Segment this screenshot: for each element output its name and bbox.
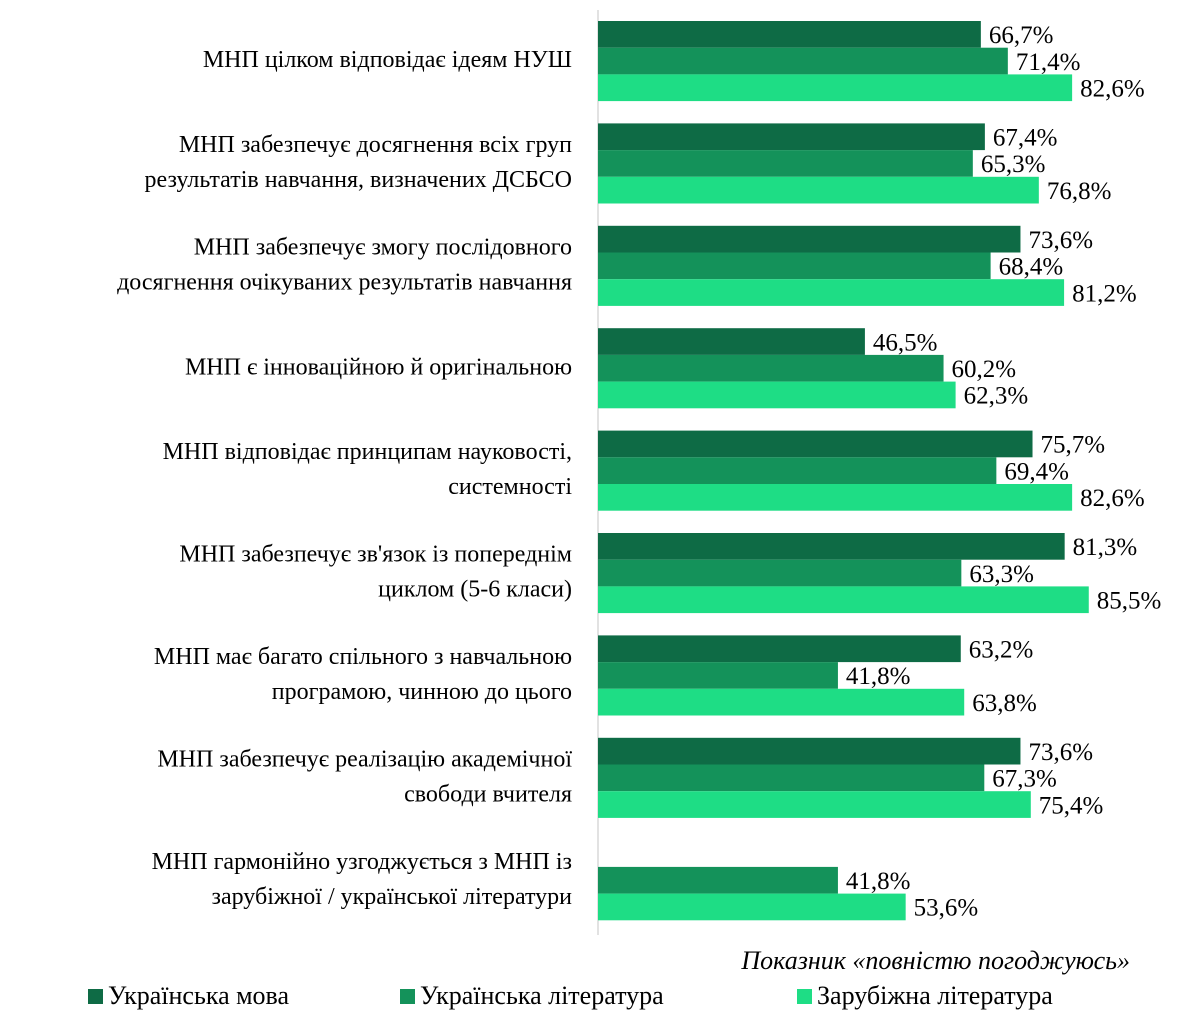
bar (598, 150, 973, 177)
data-label: 67,4% (993, 124, 1058, 151)
data-label: 63,8% (972, 690, 1037, 717)
category-label: МНП відповідає принципам науковості, сист… (163, 439, 573, 500)
data-label: 69,4% (1004, 458, 1069, 485)
data-label: 41,8% (846, 663, 911, 690)
category-label: МНП забезпечує зв'язок із попереднім цикл… (179, 541, 572, 602)
bar (598, 893, 906, 921)
data-label: 82,6% (1080, 75, 1145, 102)
legend-label: Українська література (420, 981, 664, 1010)
category-line: МНП має багато спільного з навчальною (154, 643, 572, 669)
data-label: 62,3% (964, 383, 1029, 410)
bar (598, 381, 956, 409)
bar (598, 866, 838, 894)
bar (598, 559, 962, 587)
category-line: програмою, чинною до цього (272, 678, 572, 704)
category-line: МНП забезпечує досягнення всіх груп (179, 131, 572, 157)
legend-swatch (88, 989, 103, 1004)
bar (598, 328, 865, 355)
data-label: 65,3% (981, 151, 1046, 178)
data-label: 76,8% (1047, 178, 1112, 205)
bar (598, 47, 1008, 75)
legend-swatch (400, 989, 415, 1004)
data-label: 60,2% (952, 356, 1017, 383)
bar (598, 484, 1073, 511)
bar (598, 586, 1089, 614)
data-label: 75,4% (1039, 792, 1104, 819)
category-label: МНП забезпечує досягнення всіх груп резул… (145, 131, 573, 192)
bar (598, 533, 1065, 560)
bar (598, 279, 1065, 306)
bar (598, 430, 1033, 458)
bar (598, 123, 985, 151)
data-label: 82,6% (1080, 485, 1145, 512)
category-line: МНП гармонійно узгоджується з МНП із (152, 848, 572, 874)
category-label: МНП є інноваційною й оригінальною (185, 354, 572, 380)
bar (598, 252, 991, 280)
data-label: 73,6% (1028, 227, 1093, 254)
category-label: МНП цілком відповідає ідеям НУШ (203, 47, 572, 73)
category-label: МНП має багато спільного з навчальною про… (154, 643, 572, 704)
bar (598, 457, 997, 484)
data-label: 41,8% (846, 868, 911, 895)
bar (598, 791, 1031, 818)
legend-label: Українська мова (108, 981, 289, 1010)
category-line: МНП забезпечує змогу послідовного (194, 234, 572, 260)
category-line: МНП забезпечує зв'язок із попереднім (179, 541, 572, 567)
category-label: МНП гармонійно узгоджується з МНП із зару… (152, 848, 573, 909)
data-label: 53,6% (914, 895, 979, 922)
data-label: 75,7% (1041, 432, 1106, 459)
data-label: 85,5% (1097, 587, 1162, 614)
legend-swatch (797, 989, 812, 1004)
bar (598, 764, 985, 792)
category-line: зарубіжної / української літератури (211, 883, 572, 909)
data-label: 66,7% (989, 22, 1054, 49)
bar (598, 74, 1073, 102)
x-axis-label: Показник «повністю погоджуюсь» (740, 946, 1130, 975)
data-label: 81,2% (1072, 280, 1137, 307)
category-line: циклом (5-6 класи) (378, 576, 572, 602)
data-label: 71,4% (1016, 49, 1081, 76)
category-line: МНП цілком відповідає ідеям НУШ (203, 47, 572, 73)
data-label: 73,6% (1028, 739, 1093, 766)
data-label: 68,4% (999, 254, 1064, 281)
category-line: МНП відповідає принципам науковості, (163, 439, 572, 465)
legend-label: Зарубіжна література (817, 981, 1053, 1010)
bar (598, 354, 944, 382)
bar (598, 635, 961, 663)
category-label: МНП забезпечує змогу послідовного досягне… (117, 234, 572, 295)
data-label: 46,5% (873, 329, 938, 356)
data-label: 63,2% (969, 636, 1034, 663)
category-line: досягнення очікуваних результатів навчан… (117, 269, 572, 295)
category-line: свободи вчителя (404, 781, 572, 807)
category-line: МНП забезпечує реалізацію академічної (157, 746, 572, 772)
data-label: 67,3% (992, 766, 1057, 793)
data-label: 81,3% (1073, 534, 1138, 561)
bar (598, 21, 981, 48)
bar (598, 225, 1021, 253)
category-line: результатів навчання, визначених ДСБСО (145, 166, 572, 192)
data-label: 63,3% (969, 561, 1034, 588)
bar (598, 662, 838, 689)
category-line: системності (448, 474, 572, 500)
category-line: МНП є інноваційною й оригінальною (185, 354, 572, 380)
bar (598, 176, 1039, 204)
bar (598, 737, 1021, 765)
category-label: МНП забезпечує реалізацію академічної сво… (157, 746, 572, 807)
bar (598, 688, 965, 716)
